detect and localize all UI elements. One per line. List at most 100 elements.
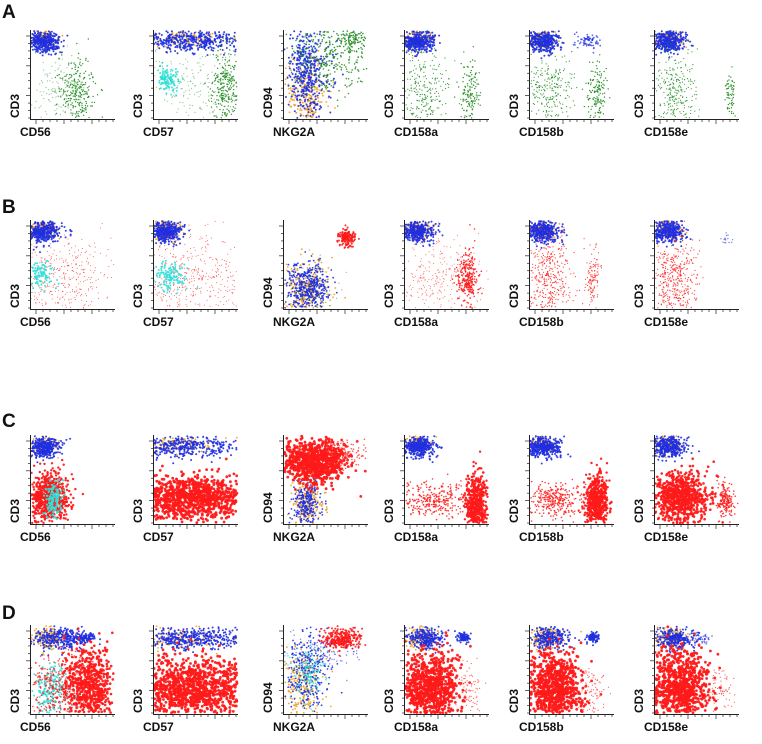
event-dot bbox=[535, 46, 538, 49]
event-dot bbox=[231, 77, 233, 79]
event-dot bbox=[187, 30, 190, 33]
event-dot bbox=[424, 49, 426, 52]
event-dot bbox=[422, 109, 424, 111]
event-dot bbox=[420, 50, 422, 52]
event-dot bbox=[559, 72, 561, 74]
event-dot bbox=[334, 81, 337, 84]
event-dot bbox=[469, 94, 471, 97]
event-dot bbox=[55, 34, 58, 37]
event-dot bbox=[60, 96, 62, 98]
event-dot bbox=[88, 74, 90, 76]
event-dot bbox=[81, 106, 83, 109]
event-dot bbox=[568, 60, 570, 62]
event-dot bbox=[73, 83, 76, 85]
event-dot bbox=[475, 94, 477, 96]
event-dot bbox=[305, 67, 307, 70]
event-dot bbox=[173, 92, 175, 94]
event-dot bbox=[609, 97, 611, 99]
event-dot bbox=[545, 97, 547, 99]
event-dot bbox=[589, 89, 591, 92]
event-dot bbox=[543, 36, 546, 39]
event-dot bbox=[312, 93, 315, 96]
event-dot bbox=[91, 105, 93, 107]
event-dot bbox=[291, 45, 294, 48]
event-dot bbox=[188, 38, 190, 40]
event-dot bbox=[311, 86, 314, 88]
event-dot bbox=[155, 36, 158, 39]
event-dot bbox=[216, 99, 218, 101]
event-dot bbox=[596, 99, 599, 101]
event-dot bbox=[222, 53, 225, 56]
event-dot bbox=[474, 97, 476, 99]
tick-marks bbox=[525, 35, 613, 124]
event-dot bbox=[346, 48, 348, 50]
event-dot bbox=[173, 34, 175, 37]
event-dot bbox=[225, 42, 228, 45]
event-dot bbox=[220, 72, 223, 74]
event-dot bbox=[438, 65, 440, 67]
event-dot bbox=[448, 78, 450, 80]
event-dot bbox=[681, 31, 684, 34]
event-dot bbox=[598, 81, 600, 83]
event-dot bbox=[159, 75, 162, 78]
event-dot bbox=[77, 113, 79, 115]
event-dot bbox=[86, 91, 88, 93]
event-dot bbox=[352, 38, 355, 40]
event-dot bbox=[590, 82, 592, 84]
event-dot bbox=[330, 63, 333, 65]
event-dot bbox=[541, 67, 543, 69]
event-dot bbox=[216, 95, 218, 97]
event-dot bbox=[468, 79, 470, 82]
event-dot bbox=[540, 93, 542, 95]
event-dot bbox=[196, 44, 199, 47]
event-dot bbox=[465, 93, 467, 95]
event-dot bbox=[542, 34, 545, 37]
event-dot bbox=[71, 61, 73, 64]
event-dot bbox=[211, 95, 214, 97]
event-dot bbox=[290, 93, 293, 96]
event-dot bbox=[590, 41, 592, 44]
event-dot bbox=[71, 114, 74, 116]
event-dot bbox=[558, 101, 561, 103]
event-dot bbox=[322, 94, 324, 97]
event-dot bbox=[181, 75, 183, 77]
event-dot bbox=[412, 69, 415, 71]
axis-lines bbox=[30, 30, 115, 120]
event-dot bbox=[598, 109, 601, 112]
event-dot bbox=[92, 76, 94, 78]
axis-lines bbox=[153, 30, 238, 120]
event-dot bbox=[67, 94, 69, 96]
event-dot bbox=[201, 41, 204, 44]
event-dot bbox=[556, 41, 558, 44]
event-dot bbox=[67, 90, 69, 92]
event-dot bbox=[535, 95, 537, 97]
event-dot bbox=[62, 104, 65, 106]
event-dot bbox=[199, 65, 201, 68]
event-dot bbox=[232, 78, 234, 80]
event-dot bbox=[423, 84, 425, 86]
event-dot bbox=[550, 42, 553, 44]
event-dot bbox=[292, 58, 294, 60]
event-dot bbox=[423, 45, 426, 48]
event-dot bbox=[357, 68, 359, 71]
event-dot bbox=[478, 99, 480, 101]
event-dot bbox=[683, 45, 686, 48]
event-dot bbox=[538, 97, 541, 99]
event-dot bbox=[317, 49, 320, 52]
event-dot bbox=[201, 108, 203, 110]
event-dot bbox=[429, 39, 431, 42]
event-dot bbox=[62, 79, 64, 81]
event-dot bbox=[427, 90, 429, 92]
event-dot bbox=[61, 34, 64, 37]
event-dot bbox=[323, 90, 325, 93]
event-dot bbox=[566, 105, 568, 108]
event-dot bbox=[545, 116, 547, 118]
event-dot bbox=[199, 70, 201, 72]
event-dot bbox=[432, 53, 434, 55]
event-dot bbox=[412, 112, 414, 114]
event-dot bbox=[234, 107, 236, 110]
event-dot bbox=[168, 47, 171, 50]
event-dot bbox=[197, 38, 200, 41]
event-dot bbox=[50, 89, 52, 91]
event-dot bbox=[44, 30, 47, 33]
